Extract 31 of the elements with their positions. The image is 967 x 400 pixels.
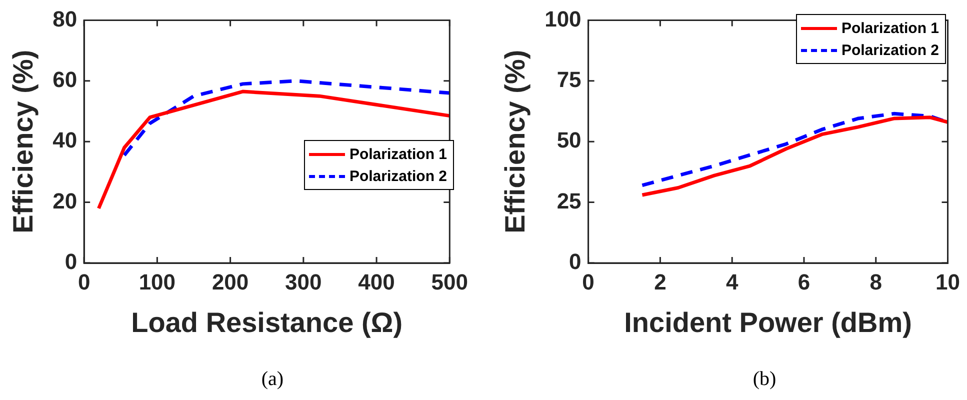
text: (a) <box>260 368 285 391</box>
line-series <box>122 79 450 158</box>
x-axis-title: Incident Power (dBm) <box>624 306 912 338</box>
x-tick-label: 6 <box>798 269 810 294</box>
y-tick-label: 0 <box>64 249 78 274</box>
text: (b) <box>752 368 778 391</box>
y-tick-label: 40 <box>52 128 78 153</box>
y-tick-label: 0 <box>569 249 582 274</box>
x-tick-label: 500 <box>431 269 468 294</box>
legend-label: Polarization 2 <box>841 42 939 58</box>
x-tick-label: 4 <box>726 269 739 294</box>
legend-label: Polarization 1 <box>349 146 447 162</box>
y-tick-label: 50 <box>556 128 582 153</box>
x-tick-label: 300 <box>285 269 322 294</box>
y-axis-title: Efficiency (%) <box>8 50 39 234</box>
x-tick-label: 400 <box>358 269 395 294</box>
y-tick-label: 75 <box>556 66 582 92</box>
x-tick-label: 200 <box>212 269 249 294</box>
x-tick-label: 8 <box>870 269 882 294</box>
y-tick-label: 100 <box>544 6 582 32</box>
y-tick-label: 25 <box>556 188 582 214</box>
x-tick-label: 100 <box>138 269 176 294</box>
x-tick-label: 2 <box>654 269 666 294</box>
y-tick-label: 60 <box>52 66 78 92</box>
x-axis-title: Load Resistance (Ω) <box>131 306 403 338</box>
y-tick-label: 80 <box>52 6 78 32</box>
x-tick-label: 10 <box>936 269 960 294</box>
y-axis-title: Efficiency (%) <box>500 50 531 234</box>
legend-label: Polarization 1 <box>841 20 939 36</box>
legend-label: Polarization 2 <box>349 168 447 184</box>
y-tick-label: 20 <box>52 188 78 214</box>
